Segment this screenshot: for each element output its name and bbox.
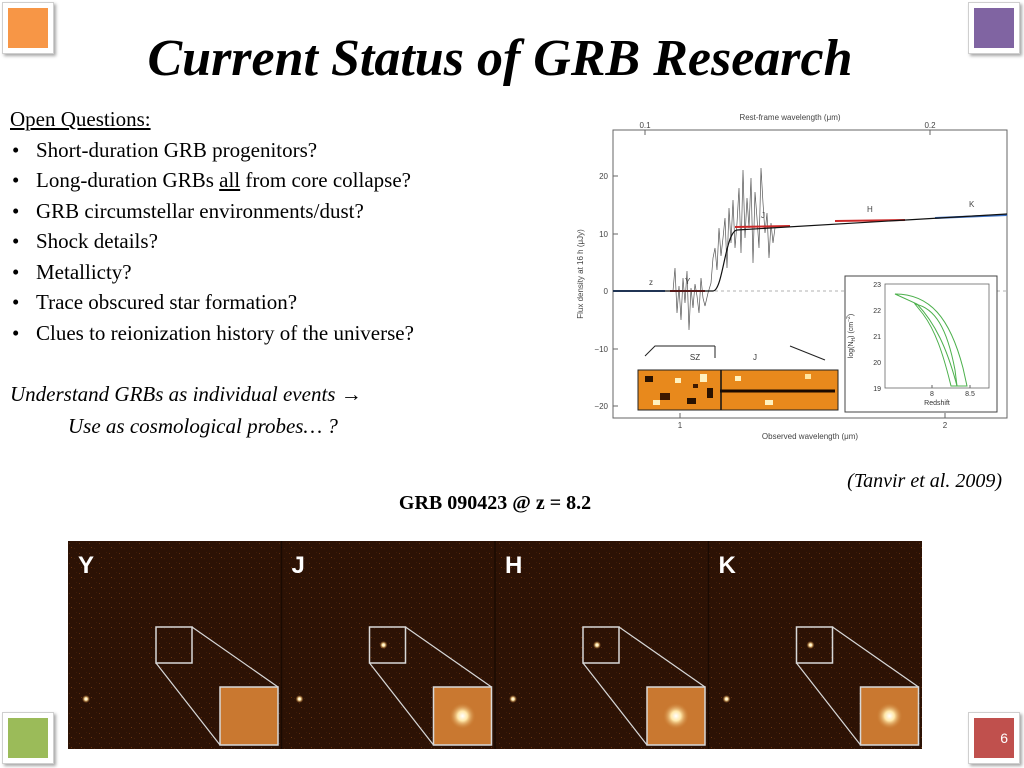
y-tick-label: 0 bbox=[604, 287, 609, 296]
question-item: • Clues to reionization history of the un… bbox=[10, 318, 570, 349]
conclusion-line-1-text: Understand GRBs as individual events bbox=[10, 382, 336, 406]
spectrum-label-j: J bbox=[753, 353, 757, 362]
conclusion-line-1: Understand GRBs as individual events → bbox=[10, 378, 362, 410]
question-text: Long-duration GRBs bbox=[36, 168, 220, 192]
question-text: from core collapse? bbox=[240, 168, 411, 192]
band-panel-label: Y bbox=[78, 552, 94, 579]
bullet-icon: • bbox=[12, 137, 20, 162]
inset-plot: 23 22 21 20 19 8 8.5 Redshift log(NH) (cm−2) bbox=[844, 275, 998, 413]
inset-y-tick-label: 22 bbox=[873, 308, 881, 315]
bullet-icon: • bbox=[12, 320, 20, 345]
conclusion-line-2: Use as cosmological probes… ? bbox=[68, 414, 338, 438]
question-text: Short-duration GRB progenitors? bbox=[36, 137, 318, 162]
open-questions: Open Questions: • Short-duration GRB prog… bbox=[10, 104, 570, 348]
band-label-h: H bbox=[867, 205, 873, 214]
inset-y-tick-label: 23 bbox=[873, 282, 881, 289]
band-panel-label: J bbox=[292, 552, 305, 579]
corner-color bbox=[8, 8, 48, 48]
right-arrow-icon: → bbox=[340, 382, 362, 406]
inset-y-tick-label: 19 bbox=[873, 386, 881, 393]
model-curve bbox=[613, 213, 1008, 292]
bullet-icon: • bbox=[12, 198, 20, 223]
y-tick-label: −20 bbox=[594, 402, 608, 411]
band-label-j: J bbox=[761, 211, 765, 220]
inset-y-label: log(NH) (cm−2) bbox=[846, 314, 857, 358]
y-tick-label: 20 bbox=[599, 172, 608, 181]
inset-x-tick-label: 8 bbox=[930, 391, 934, 398]
bullet-icon: • bbox=[12, 259, 20, 284]
corner-square-bottom-left bbox=[2, 712, 54, 764]
corner-color bbox=[8, 718, 48, 758]
question-emphasis: all bbox=[219, 168, 241, 192]
bullet-icon: • bbox=[12, 290, 20, 314]
question-text: Metallicty? bbox=[36, 259, 132, 284]
spectrum-label-sz: SZ bbox=[690, 353, 700, 362]
corner-square-top-right bbox=[968, 2, 1020, 54]
corner-color: 6 bbox=[974, 718, 1014, 758]
conclusion-text: Understand GRBs as individual events → U… bbox=[10, 378, 362, 442]
top-tick-label: 0.1 bbox=[639, 121, 651, 130]
grb-label: GRB 090423 @ z = 8.2 bbox=[398, 492, 592, 514]
corner-square-top-left bbox=[2, 2, 54, 54]
question-text: Clues to reionization history of the uni… bbox=[36, 320, 414, 345]
spectrum-chart: Rest-frame wavelength (μm) 0.1 0.2 20 10 0… bbox=[565, 108, 1015, 448]
top-tick-label: 0.2 bbox=[924, 121, 936, 130]
band-panel-label: K bbox=[719, 552, 737, 579]
inset-y-tick-label: 20 bbox=[873, 360, 881, 367]
band-panel-y: Y bbox=[78, 552, 279, 746]
question-item: • Metallicty? bbox=[10, 257, 570, 288]
question-text: Trace obscured star formation? bbox=[36, 290, 298, 314]
band-j-segment bbox=[734, 225, 791, 228]
top-axis-label: Rest-frame wavelength (μm) bbox=[739, 113, 840, 122]
band-panel-h: H bbox=[494, 541, 706, 749]
band-panel-j: J bbox=[280, 541, 493, 749]
spectrum-line bbox=[672, 167, 776, 331]
question-item: • Trace obscured star formation? bbox=[10, 287, 570, 318]
band-label-z: z bbox=[649, 278, 653, 287]
question-item: • Shock details? bbox=[10, 226, 570, 257]
x-axis-label: Observed wavelength (μm) bbox=[762, 432, 859, 441]
inset-y-tick-label: 21 bbox=[873, 334, 881, 341]
band-label-y: Y bbox=[685, 277, 691, 286]
citation: (Tanvir et al. 2009) bbox=[847, 470, 1002, 492]
band-label-k: K bbox=[969, 200, 975, 209]
question-item: • GRB circumstellar environments/dust? bbox=[10, 196, 570, 227]
question-list: • Short-duration GRB progenitors? • Long-du… bbox=[10, 135, 570, 349]
callout-bracket bbox=[789, 345, 826, 361]
corner-square-bottom-right: 6 bbox=[968, 712, 1020, 764]
question-item: • Short-duration GRB progenitors? bbox=[10, 135, 570, 166]
inset-x-label: Redshift bbox=[924, 400, 950, 407]
page-number: 6 bbox=[1000, 730, 1008, 746]
slide-title: Current Status of GRB Research bbox=[147, 30, 853, 87]
corner-color bbox=[974, 8, 1014, 48]
open-questions-heading: Open Questions: bbox=[10, 107, 151, 131]
spectrum-strip-image bbox=[637, 369, 839, 411]
x-tick-label: 2 bbox=[943, 421, 948, 430]
band-panel-label: H bbox=[505, 552, 522, 579]
callout-bracket bbox=[644, 345, 715, 357]
inset-x-tick-label: 8.5 bbox=[965, 391, 975, 398]
band-panel-k: K bbox=[707, 541, 920, 749]
y-axis-label: Flux density at 16 h (μJy) bbox=[576, 229, 585, 319]
spectrum-chart-svg: Rest-frame wavelength (μm) 0.1 0.2 20 10 0… bbox=[576, 113, 1008, 441]
x-tick-label: 1 bbox=[678, 421, 683, 430]
question-text: GRB circumstellar environments/dust? bbox=[36, 198, 364, 223]
bullet-icon: • bbox=[12, 168, 20, 192]
question-text: Shock details? bbox=[36, 229, 158, 253]
y-tick-label: 10 bbox=[599, 230, 608, 239]
question-item: • Long-duration GRBs all from core collap… bbox=[10, 165, 570, 196]
y-tick-label: −10 bbox=[594, 345, 608, 354]
bullet-icon: • bbox=[12, 229, 20, 253]
